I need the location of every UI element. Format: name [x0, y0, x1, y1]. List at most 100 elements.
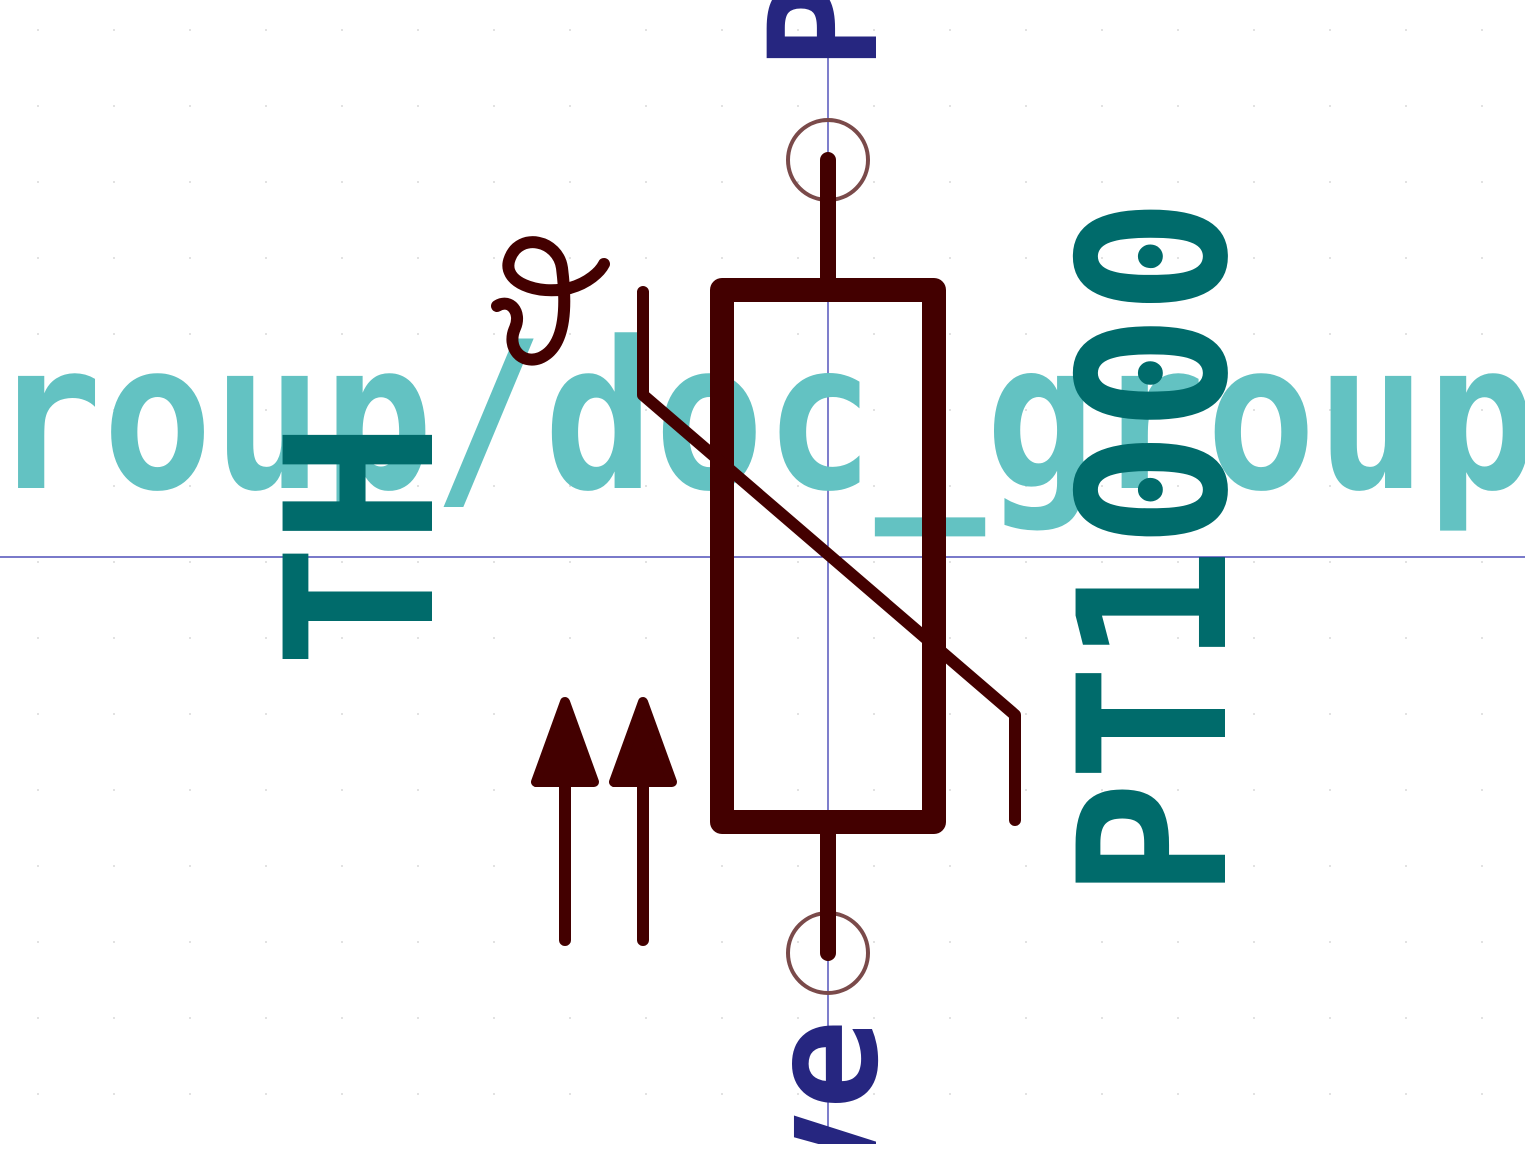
grid-dot	[1253, 1017, 1255, 1019]
grid-dot	[417, 789, 419, 791]
grid-dot	[1481, 1017, 1483, 1019]
grid-dot	[721, 29, 723, 31]
grid-dot	[341, 1017, 343, 1019]
grid-dot	[873, 1017, 875, 1019]
grid-dot	[1101, 181, 1103, 183]
grid-dot	[1329, 1093, 1331, 1095]
grid-dot	[1329, 865, 1331, 867]
grid-dot	[189, 713, 191, 715]
component-value-text[interactable]: PT1000	[1036, 198, 1274, 898]
grid-dot	[797, 409, 799, 411]
grid-dot	[1329, 1017, 1331, 1019]
grid-dot	[113, 257, 115, 259]
grid-dot	[265, 181, 267, 183]
grid-dot	[873, 257, 875, 259]
grid-dot	[189, 257, 191, 259]
grid-dot	[1025, 1017, 1027, 1019]
grid-dot	[341, 713, 343, 715]
grid-dot	[949, 257, 951, 259]
grid-dot	[1025, 941, 1027, 943]
grid-dot	[1481, 257, 1483, 259]
grid-dot	[417, 29, 419, 31]
grid-dot	[1329, 485, 1331, 487]
grid-dot	[189, 941, 191, 943]
grid-dot	[949, 561, 951, 563]
grid-dot	[721, 1093, 723, 1095]
grid-dot	[873, 865, 875, 867]
grid-dot	[569, 333, 571, 335]
grid-dot	[189, 409, 191, 411]
grid-dot	[1329, 941, 1331, 943]
grid-dot	[1101, 637, 1103, 639]
grid-dot	[1405, 409, 1407, 411]
grid-dot	[569, 1093, 571, 1095]
grid-dot	[113, 333, 115, 335]
grid-dot	[1177, 789, 1179, 791]
grid-dot	[265, 865, 267, 867]
grid-dot	[493, 485, 495, 487]
grid-dot	[493, 865, 495, 867]
grid-dot	[493, 409, 495, 411]
thermistor-body-rect[interactable]	[710, 278, 946, 834]
grid-dot	[873, 561, 875, 563]
grid-dot	[1481, 105, 1483, 107]
grid-dot	[113, 713, 115, 715]
grid-dot	[797, 333, 799, 335]
grid-dot	[493, 561, 495, 563]
grid-dot	[1481, 865, 1483, 867]
grid-dot	[1253, 789, 1255, 791]
grid-dot	[493, 29, 495, 31]
grid-dot	[1101, 713, 1103, 715]
grid-dot	[493, 713, 495, 715]
grid-dot	[1481, 713, 1483, 715]
grid-dot	[1253, 561, 1255, 563]
grid-dot	[1253, 865, 1255, 867]
grid-dot	[1025, 561, 1027, 563]
grid-dot	[1481, 409, 1483, 411]
grid-dot	[1177, 409, 1179, 411]
grid-dot	[949, 637, 951, 639]
grid-dot	[1405, 637, 1407, 639]
grid-dot	[645, 561, 647, 563]
grid-dot	[341, 865, 343, 867]
grid-dot	[1177, 561, 1179, 563]
grid-dot	[113, 1093, 115, 1095]
grid-dot	[949, 29, 951, 31]
grid-dot	[949, 181, 951, 183]
grid-dot	[37, 713, 39, 715]
reference-designator-text[interactable]: TH	[243, 421, 481, 668]
grid-dot	[873, 1093, 875, 1095]
grid-dot	[37, 409, 39, 411]
grid-dot	[493, 637, 495, 639]
grid-dot	[873, 29, 875, 31]
grid-dot	[1405, 1017, 1407, 1019]
grid-dot	[493, 181, 495, 183]
grid-dot	[189, 1093, 191, 1095]
grid-dot	[873, 333, 875, 335]
grid-dot	[37, 105, 39, 107]
grid-dot	[1101, 257, 1103, 259]
grid-dot	[797, 1017, 799, 1019]
grid-dot	[37, 637, 39, 639]
grid-dot	[37, 181, 39, 183]
grid-dot	[797, 561, 799, 563]
grid-dot	[1405, 865, 1407, 867]
grid-dot	[1101, 865, 1103, 867]
grid-dot	[645, 485, 647, 487]
grid-dot	[721, 181, 723, 183]
grid-dot	[949, 789, 951, 791]
grid-dot	[1177, 485, 1179, 487]
grid-dot	[797, 789, 799, 791]
grid-dot	[645, 1093, 647, 1095]
grid-dot	[873, 409, 875, 411]
grid-dot	[1253, 29, 1255, 31]
grid-dot	[645, 1017, 647, 1019]
grid-dot	[569, 1017, 571, 1019]
grid-dot	[189, 789, 191, 791]
grid-dot	[417, 105, 419, 107]
theta-temperature-icon	[491, 236, 610, 366]
grid-dot	[645, 29, 647, 31]
grid-dot	[1101, 29, 1103, 31]
grid-dot	[265, 637, 267, 639]
